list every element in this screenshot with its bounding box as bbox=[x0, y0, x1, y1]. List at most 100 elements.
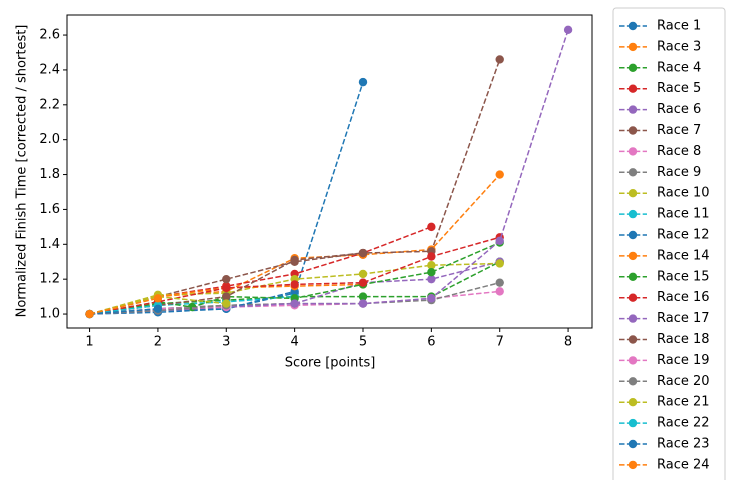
data-point bbox=[495, 287, 504, 296]
data-point bbox=[153, 294, 163, 303]
y-tick-label: 2.6 bbox=[39, 28, 60, 43]
series-line bbox=[89, 241, 501, 315]
legend-label: Race 23 bbox=[657, 437, 710, 452]
legend-label: Race 8 bbox=[657, 144, 701, 159]
series-line bbox=[89, 297, 159, 315]
y-tick-label: 2.0 bbox=[39, 132, 60, 147]
data-point bbox=[358, 278, 368, 287]
series-line bbox=[89, 290, 295, 315]
data-point bbox=[222, 299, 231, 308]
data-point bbox=[495, 170, 504, 179]
legend-label: Race 11 bbox=[657, 207, 710, 222]
data-point bbox=[222, 274, 231, 284]
data-point bbox=[427, 261, 436, 270]
legend-label: Race 17 bbox=[657, 311, 710, 326]
legend-marker bbox=[628, 251, 638, 261]
legend-marker bbox=[628, 314, 638, 323]
data-point bbox=[358, 77, 368, 87]
y-tick-label: 1.4 bbox=[39, 237, 60, 252]
legend-label: Race 15 bbox=[657, 269, 710, 284]
data-point bbox=[495, 236, 504, 246]
x-tick-label: 3 bbox=[222, 335, 230, 350]
legend-label: Race 4 bbox=[657, 60, 701, 75]
data-point bbox=[290, 280, 299, 289]
legend-marker bbox=[628, 377, 638, 386]
legend-marker bbox=[628, 230, 638, 240]
legend-frame bbox=[612, 7, 726, 484]
legend-marker bbox=[628, 209, 638, 219]
y-tick-label: 1.2 bbox=[39, 272, 60, 287]
legend-marker bbox=[628, 272, 638, 281]
y-axis-label: Normalized Finish Time [corrected / shor… bbox=[15, 25, 30, 318]
y-tick-label: 1.8 bbox=[39, 167, 60, 182]
data-point bbox=[495, 278, 504, 287]
data-point bbox=[290, 255, 299, 265]
legend-label: Race 16 bbox=[657, 290, 710, 305]
legend-label: Race 10 bbox=[657, 186, 710, 201]
data-point bbox=[495, 55, 504, 64]
x-axis-label: Score [points] bbox=[285, 356, 376, 371]
legend-label: Race 1 bbox=[657, 19, 701, 34]
data-point bbox=[153, 304, 163, 314]
legend-marker bbox=[628, 189, 638, 198]
legend-label: Race 14 bbox=[657, 248, 710, 263]
legend-label: Race 19 bbox=[657, 353, 710, 368]
legend-marker bbox=[628, 398, 638, 407]
y-tick-label: 2.2 bbox=[39, 97, 60, 112]
legend-label: Race 7 bbox=[657, 123, 701, 138]
legend-label: Race 6 bbox=[657, 102, 701, 117]
legend-label: Race 9 bbox=[657, 165, 701, 180]
plot-frame bbox=[66, 14, 593, 329]
y-tick-label: 1.0 bbox=[39, 307, 60, 322]
x-tick-label: 5 bbox=[359, 335, 367, 350]
data-point bbox=[358, 299, 368, 308]
legend-label: Race 18 bbox=[657, 332, 710, 347]
legend-label: Race 12 bbox=[657, 228, 710, 243]
data-point bbox=[222, 283, 231, 293]
y-tick-label: 1.6 bbox=[39, 202, 60, 217]
data-point bbox=[427, 222, 436, 232]
legend-label: Race 5 bbox=[657, 81, 701, 96]
legend-label: Race 3 bbox=[657, 39, 701, 54]
data-point bbox=[495, 259, 504, 268]
x-tick-label: 4 bbox=[290, 335, 298, 350]
data-point bbox=[85, 309, 94, 319]
legend-marker bbox=[628, 63, 638, 72]
x-tick-label: 1 bbox=[85, 335, 93, 350]
legend-label: Race 20 bbox=[657, 374, 710, 389]
legend-marker bbox=[628, 84, 638, 93]
x-tick-label: 7 bbox=[496, 335, 504, 350]
series-line bbox=[89, 308, 158, 315]
data-point bbox=[427, 268, 436, 277]
series-line bbox=[89, 29, 569, 315]
legend-label: Race 24 bbox=[657, 457, 710, 472]
data-point bbox=[563, 25, 573, 35]
legend-marker bbox=[628, 21, 638, 31]
legend-marker bbox=[628, 439, 638, 449]
data-point bbox=[222, 292, 231, 301]
data-point bbox=[358, 269, 368, 279]
legend-marker bbox=[628, 126, 638, 135]
data-point bbox=[427, 294, 436, 303]
legend-marker bbox=[628, 335, 638, 344]
legend-marker bbox=[628, 105, 638, 114]
data-point bbox=[427, 274, 436, 284]
y-tick-label: 2.4 bbox=[39, 62, 60, 77]
legend-marker bbox=[628, 147, 638, 156]
data-point bbox=[358, 292, 368, 301]
legend-marker bbox=[628, 460, 638, 470]
data-point bbox=[358, 248, 368, 258]
legend-label: Race 22 bbox=[657, 416, 710, 431]
x-tick-label: 2 bbox=[154, 335, 162, 350]
data-point bbox=[427, 252, 436, 261]
legend-marker bbox=[628, 356, 638, 365]
x-tick-label: 6 bbox=[427, 335, 435, 350]
legend-marker bbox=[628, 418, 638, 428]
data-point bbox=[290, 299, 299, 308]
legend: Race 1 Race 3 Race 4 Race 5 Race 6 Race 7 Race… bbox=[612, 7, 726, 484]
legend-label: Race 21 bbox=[657, 395, 710, 410]
legend-marker bbox=[628, 168, 638, 177]
x-tick-label: 8 bbox=[564, 335, 572, 350]
legend-marker bbox=[628, 293, 638, 302]
